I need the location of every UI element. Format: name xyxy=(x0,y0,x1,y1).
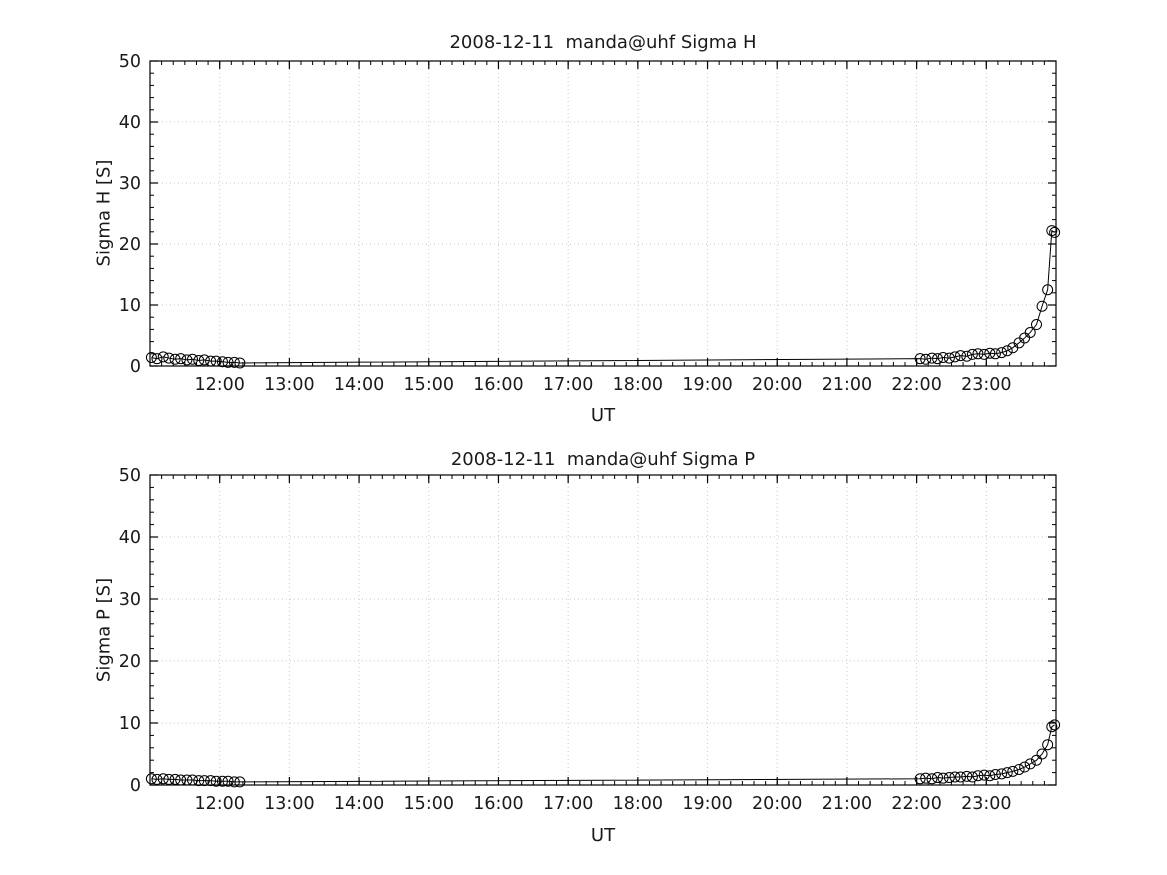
data-line xyxy=(151,229,1055,364)
y-tick-labels: 0 10 20 30 40 50 xyxy=(119,466,141,796)
svg-text:50: 50 xyxy=(119,466,141,486)
svg-text:13:00: 13:00 xyxy=(264,375,314,395)
axis-box xyxy=(149,474,1057,786)
svg-text:21:00: 21:00 xyxy=(822,375,872,395)
svg-text:17:00: 17:00 xyxy=(543,794,593,814)
axis-box xyxy=(149,60,1057,367)
svg-text:14:00: 14:00 xyxy=(334,375,384,395)
svg-text:19:00: 19:00 xyxy=(682,375,732,395)
svg-text:20:00: 20:00 xyxy=(752,794,802,814)
svg-text:14:00: 14:00 xyxy=(334,794,384,814)
major-ticks xyxy=(150,60,1056,367)
svg-text:20:00: 20:00 xyxy=(752,375,802,395)
svg-text:18:00: 18:00 xyxy=(613,794,663,814)
sigma-h-chart: 2008-12-11 manda@uhf Sigma H 12:00 13:00 1… xyxy=(0,0,1167,437)
svg-text:12:00: 12:00 xyxy=(194,794,244,814)
sigma-p-chart: 2008-12-11 manda@uhf Sigma P 12:00 13:00 1… xyxy=(0,437,1167,875)
svg-text:30: 30 xyxy=(119,174,141,194)
y-axis-label-sigma-h: Sigma H [S] xyxy=(93,159,115,267)
svg-text:0: 0 xyxy=(130,776,141,796)
svg-text:13:00: 13:00 xyxy=(264,794,314,814)
svg-text:23:00: 23:00 xyxy=(961,794,1011,814)
gridlines xyxy=(150,61,1056,366)
data-markers xyxy=(145,225,1061,369)
svg-text:40: 40 xyxy=(119,113,141,133)
svg-text:16:00: 16:00 xyxy=(473,375,523,395)
svg-text:22:00: 22:00 xyxy=(891,375,941,395)
svg-text:22:00: 22:00 xyxy=(891,794,941,814)
x-tick-labels: 12:00 13:00 14:00 15:00 16:00 17:00 18:00 19:00… xyxy=(194,794,1011,814)
svg-text:18:00: 18:00 xyxy=(613,375,663,395)
svg-text:0: 0 xyxy=(130,357,141,377)
plot-area-sigma-p: 12:00 13:00 14:00 15:00 16:00 17:00 18:00 19:00… xyxy=(119,466,1061,814)
minor-ticks xyxy=(149,474,1057,786)
chart-title-sigma-h: 2008-12-11 manda@uhf Sigma H xyxy=(449,32,757,53)
x-axis-label-sigma-p: UT xyxy=(590,825,616,846)
svg-text:10: 10 xyxy=(119,296,141,316)
svg-text:19:00: 19:00 xyxy=(682,794,732,814)
svg-text:17:00: 17:00 xyxy=(543,375,593,395)
minor-ticks xyxy=(149,60,1057,367)
gridlines xyxy=(150,475,1056,785)
data-line xyxy=(151,724,1055,783)
svg-text:15:00: 15:00 xyxy=(404,794,454,814)
x-tick-labels: 12:00 13:00 14:00 15:00 16:00 17:00 18:00 19:00… xyxy=(194,375,1011,395)
svg-text:20: 20 xyxy=(119,652,141,672)
svg-text:20: 20 xyxy=(119,235,141,255)
svg-text:21:00: 21:00 xyxy=(822,794,872,814)
svg-text:10: 10 xyxy=(119,714,141,734)
data-markers xyxy=(145,719,1061,788)
svg-text:50: 50 xyxy=(119,52,141,72)
major-ticks xyxy=(150,474,1056,786)
y-tick-labels: 0 10 20 30 40 50 xyxy=(119,52,141,377)
svg-text:15:00: 15:00 xyxy=(404,375,454,395)
svg-text:40: 40 xyxy=(119,528,141,548)
y-axis-label-sigma-p: Sigma P [S] xyxy=(93,577,115,683)
svg-text:30: 30 xyxy=(119,590,141,610)
svg-text:12:00: 12:00 xyxy=(194,375,244,395)
svg-text:16:00: 16:00 xyxy=(473,794,523,814)
svg-text:23:00: 23:00 xyxy=(961,375,1011,395)
plot-area-sigma-h: 12:00 13:00 14:00 15:00 16:00 17:00 18:00 19:00… xyxy=(119,52,1061,395)
x-axis-label-sigma-h: UT xyxy=(590,405,616,426)
chart-title-sigma-p: 2008-12-11 manda@uhf Sigma P xyxy=(450,449,756,470)
